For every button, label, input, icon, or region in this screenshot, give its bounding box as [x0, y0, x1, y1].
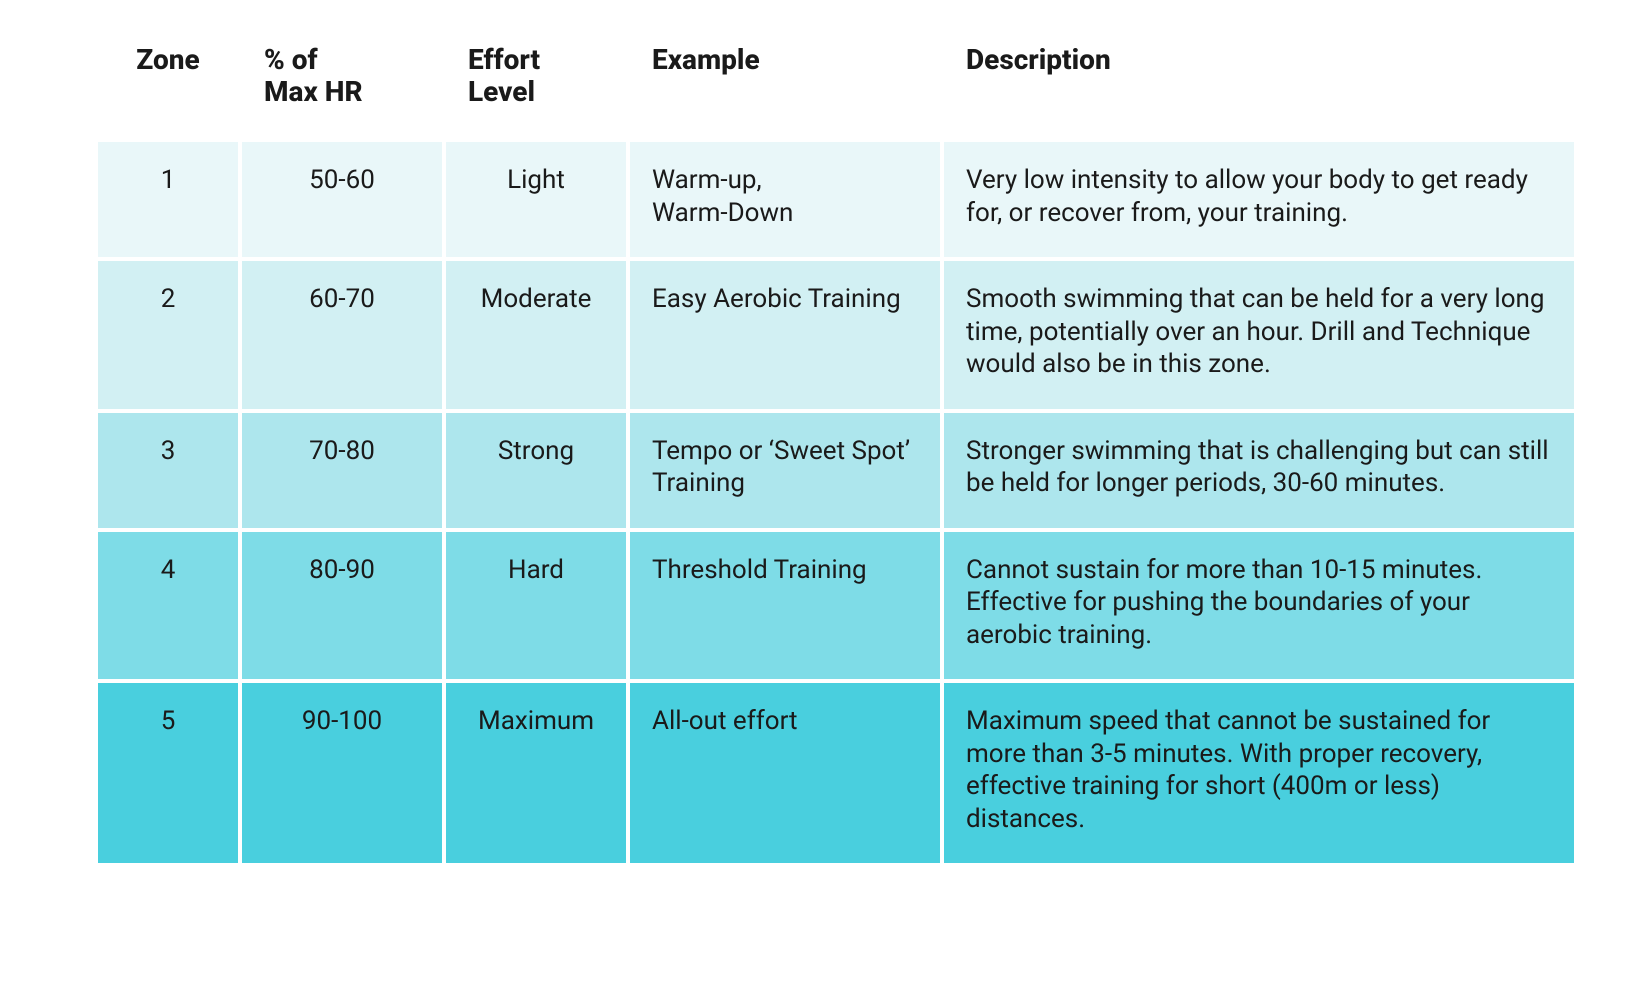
cell-zone: 5 — [98, 683, 238, 863]
table-row: 5 90-100 Maximum All-out effort Maximum … — [98, 683, 1574, 863]
cell-description: Maximum speed that cannot be sustained f… — [944, 683, 1574, 863]
cell-example: Threshold Training — [630, 532, 940, 680]
col-header-example: Example — [630, 24, 940, 138]
cell-zone: 3 — [98, 413, 238, 528]
cell-example: Easy Aerobic Training — [630, 261, 940, 409]
cell-effort: Moderate — [446, 261, 626, 409]
table-row: 4 80-90 Hard Threshold Training Cannot s… — [98, 532, 1574, 680]
table-row: 2 60-70 Moderate Easy Aerobic Training S… — [98, 261, 1574, 409]
cell-description: Smooth swimming that can be held for a v… — [944, 261, 1574, 409]
cell-effort: Hard — [446, 532, 626, 680]
cell-zone: 4 — [98, 532, 238, 680]
cell-zone: 1 — [98, 142, 238, 257]
cell-effort: Light — [446, 142, 626, 257]
cell-maxhr: 50-60 — [242, 142, 442, 257]
hr-zones-table: Zone % ofMax HR EffortLevel Example Desc… — [94, 20, 1578, 867]
cell-description: Cannot sustain for more than 10-15 minut… — [944, 532, 1574, 680]
cell-example: Warm-up,Warm-Down — [630, 142, 940, 257]
cell-example: Tempo or ‘Sweet Spot’ Training — [630, 413, 940, 528]
col-header-effort: EffortLevel — [446, 24, 626, 138]
cell-zone: 2 — [98, 261, 238, 409]
cell-maxhr: 60-70 — [242, 261, 442, 409]
table-header-row: Zone % ofMax HR EffortLevel Example Desc… — [98, 24, 1574, 138]
cell-maxhr: 80-90 — [242, 532, 442, 680]
cell-effort: Maximum — [446, 683, 626, 863]
page: Zone % ofMax HR EffortLevel Example Desc… — [94, 0, 1554, 867]
cell-example: All-out effort — [630, 683, 940, 863]
col-header-zone: Zone — [98, 24, 238, 138]
table-row: 1 50-60 Light Warm-up,Warm-Down Very low… — [98, 142, 1574, 257]
col-header-description: Description — [944, 24, 1574, 138]
cell-description: Very low intensity to allow your body to… — [944, 142, 1574, 257]
col-header-maxhr: % ofMax HR — [242, 24, 442, 138]
cell-effort: Strong — [446, 413, 626, 528]
table-row: 3 70-80 Strong Tempo or ‘Sweet Spot’ Tra… — [98, 413, 1574, 528]
cell-description: Stronger swimming that is challenging bu… — [944, 413, 1574, 528]
cell-maxhr: 90-100 — [242, 683, 442, 863]
cell-maxhr: 70-80 — [242, 413, 442, 528]
